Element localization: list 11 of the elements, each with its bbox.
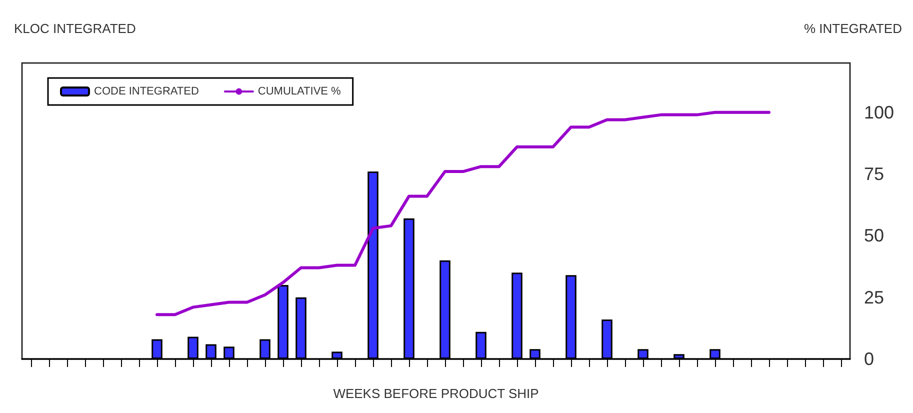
legend-label: CUMULATIVE % [258,86,342,98]
y2-axis-title: % INTEGRATED [804,21,902,36]
y2-tick-label: 25 [864,287,884,308]
y2-tick-label: 75 [864,164,884,184]
y2-tick-label: 100 [864,102,894,122]
x-axis-title: WEEKS BEFORE PRODUCT SHIP [333,386,539,401]
y2-tick-label: 50 [864,226,884,246]
y2-tick-label: 0 [864,349,874,369]
legend-label: CODE INTEGRATED [94,86,199,98]
line-series [156,110,770,316]
y-axis-title: KLOC INTEGRATED [14,21,136,36]
